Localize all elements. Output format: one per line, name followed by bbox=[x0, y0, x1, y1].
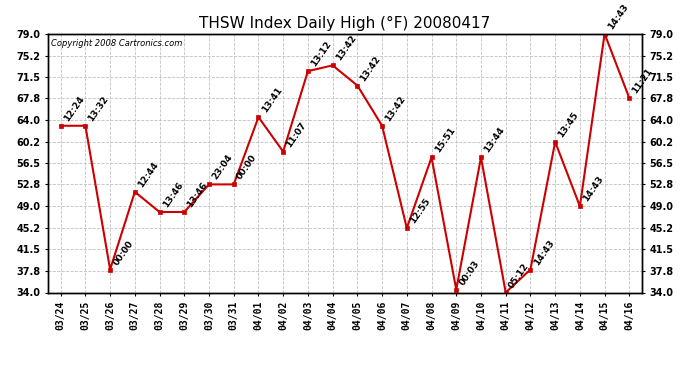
Text: 13:44: 13:44 bbox=[482, 126, 506, 154]
Text: 14:43: 14:43 bbox=[606, 2, 630, 31]
Text: 15:51: 15:51 bbox=[433, 126, 457, 154]
Text: 13:42: 13:42 bbox=[359, 54, 383, 83]
Text: 13:45: 13:45 bbox=[557, 110, 580, 139]
Title: THSW Index Daily High (°F) 20080417: THSW Index Daily High (°F) 20080417 bbox=[199, 16, 491, 31]
Text: 12:55: 12:55 bbox=[408, 197, 432, 225]
Text: 05:12: 05:12 bbox=[507, 261, 531, 290]
Text: 00:00: 00:00 bbox=[235, 153, 259, 182]
Text: 13:32: 13:32 bbox=[87, 94, 110, 123]
Text: 12:44: 12:44 bbox=[136, 160, 160, 189]
Text: 13:46: 13:46 bbox=[161, 180, 185, 209]
Text: 13:41: 13:41 bbox=[260, 86, 284, 114]
Text: 13:12: 13:12 bbox=[309, 40, 333, 68]
Text: 23:04: 23:04 bbox=[210, 153, 234, 182]
Text: 00:00: 00:00 bbox=[112, 238, 135, 267]
Text: 11:21: 11:21 bbox=[631, 67, 655, 95]
Text: 13:42: 13:42 bbox=[334, 34, 358, 63]
Text: Copyright 2008 Cartronics.com: Copyright 2008 Cartronics.com bbox=[51, 39, 183, 48]
Text: 11:07: 11:07 bbox=[284, 120, 308, 149]
Text: 13:46: 13:46 bbox=[186, 180, 210, 209]
Text: 13:42: 13:42 bbox=[384, 94, 407, 123]
Text: 12:24: 12:24 bbox=[62, 94, 86, 123]
Text: 00:03: 00:03 bbox=[457, 258, 481, 287]
Text: 14:43: 14:43 bbox=[581, 175, 605, 204]
Text: 14:43: 14:43 bbox=[532, 238, 555, 267]
